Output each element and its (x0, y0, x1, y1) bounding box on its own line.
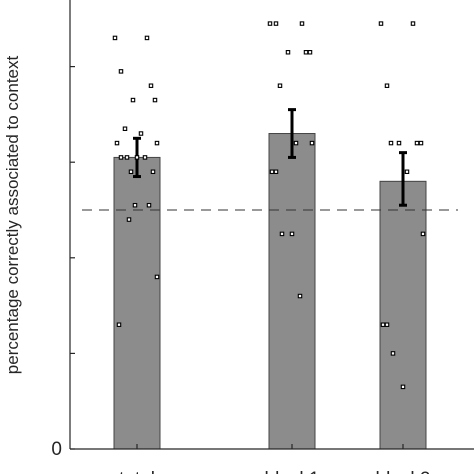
data-point-block1 (285, 50, 291, 55)
data-point-block2 (420, 231, 426, 237)
x-tick-label-block1: block1 (265, 469, 320, 474)
y-axis-label: percentage correctly associated to conte… (3, 55, 22, 374)
data-point-total (154, 140, 160, 146)
data-point-block1 (309, 140, 315, 146)
x-tick-label-block2: block2 (376, 469, 431, 474)
data-point-total (132, 202, 138, 208)
axes-layer: total block1 block2 0 (51, 0, 474, 474)
data-point-block1 (303, 50, 309, 55)
data-point-block2 (410, 21, 416, 26)
data-point-total (124, 155, 130, 160)
data-point-block2 (404, 169, 410, 175)
data-point-total (114, 140, 120, 146)
data-point-block2 (400, 384, 406, 390)
data-point-block2 (378, 21, 384, 26)
y-tick-label: 0 (51, 439, 62, 460)
data-point-block1 (307, 50, 313, 55)
data-point-block1 (297, 293, 303, 299)
data-point-total (154, 274, 160, 280)
data-point-block1 (273, 169, 279, 175)
data-point-block2 (414, 140, 420, 146)
data-points-layer (112, 21, 426, 390)
data-point-total (112, 35, 118, 41)
data-point-block1 (293, 140, 299, 146)
data-point-total (116, 322, 122, 327)
bar-block2 (379, 180, 427, 450)
data-point-total (118, 155, 124, 160)
data-point-block1 (289, 231, 295, 237)
data-point-block2 (388, 140, 394, 146)
data-point-block1 (299, 21, 305, 26)
data-point-block1 (267, 21, 273, 26)
data-point-block2 (380, 322, 386, 327)
x-tick-label-total: total (119, 469, 155, 474)
data-point-total (128, 169, 134, 175)
data-point-block2 (384, 322, 390, 327)
data-point-total (130, 97, 136, 103)
data-point-block2 (390, 351, 396, 356)
data-point-total (138, 131, 144, 136)
data-point-total (148, 83, 154, 88)
data-point-block2 (396, 140, 402, 146)
data-point-total (118, 69, 124, 74)
data-point-total (142, 155, 148, 160)
data-point-block1 (277, 83, 283, 88)
data-point-block2 (418, 140, 424, 146)
data-point-total (144, 35, 150, 41)
bars-layer (113, 133, 427, 450)
data-point-block1 (273, 21, 279, 26)
data-point-block1 (279, 231, 285, 237)
data-point-block2 (384, 83, 390, 88)
data-point-total (152, 97, 158, 103)
bar-block1 (268, 133, 316, 450)
data-point-total (150, 169, 156, 175)
data-point-block1 (269, 169, 275, 175)
data-point-total (126, 217, 132, 222)
data-point-total (146, 202, 152, 208)
data-point-total (134, 155, 140, 160)
data-point-total (122, 126, 128, 131)
bar-total (113, 156, 161, 450)
